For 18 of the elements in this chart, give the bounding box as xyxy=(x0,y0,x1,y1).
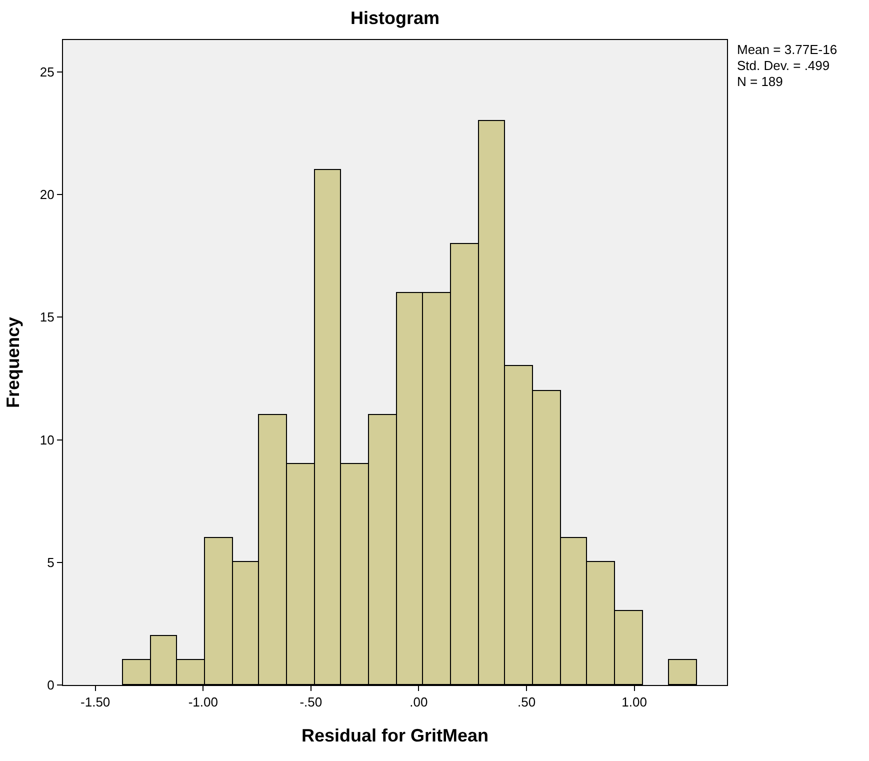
x-axis-title: Residual for GritMean xyxy=(301,726,489,746)
chart-title: Histogram xyxy=(350,8,440,28)
y-axis-title: Frequency xyxy=(3,316,24,408)
y-tick-label: 5 xyxy=(47,554,54,570)
x-tick-label: -1.00 xyxy=(188,694,218,710)
y-tick-label: 20 xyxy=(40,187,54,202)
x-tick-label: -.50 xyxy=(300,694,322,710)
x-tick-label: -1.50 xyxy=(80,694,110,710)
text: Std. Dev. = .499 xyxy=(737,58,830,73)
x-tick-label: .50 xyxy=(517,694,536,710)
y-tick-label: 10 xyxy=(40,432,54,448)
x-tick-label: .00 xyxy=(410,694,428,710)
y-tick-label: 25 xyxy=(40,64,54,80)
x-tick-label: 1.00 xyxy=(622,694,647,710)
text: N = 189 xyxy=(737,74,783,89)
y-tick-label: 0 xyxy=(47,678,54,693)
text: Mean = 3.77E-16 xyxy=(737,42,838,57)
y-tick-label: 15 xyxy=(40,310,54,325)
